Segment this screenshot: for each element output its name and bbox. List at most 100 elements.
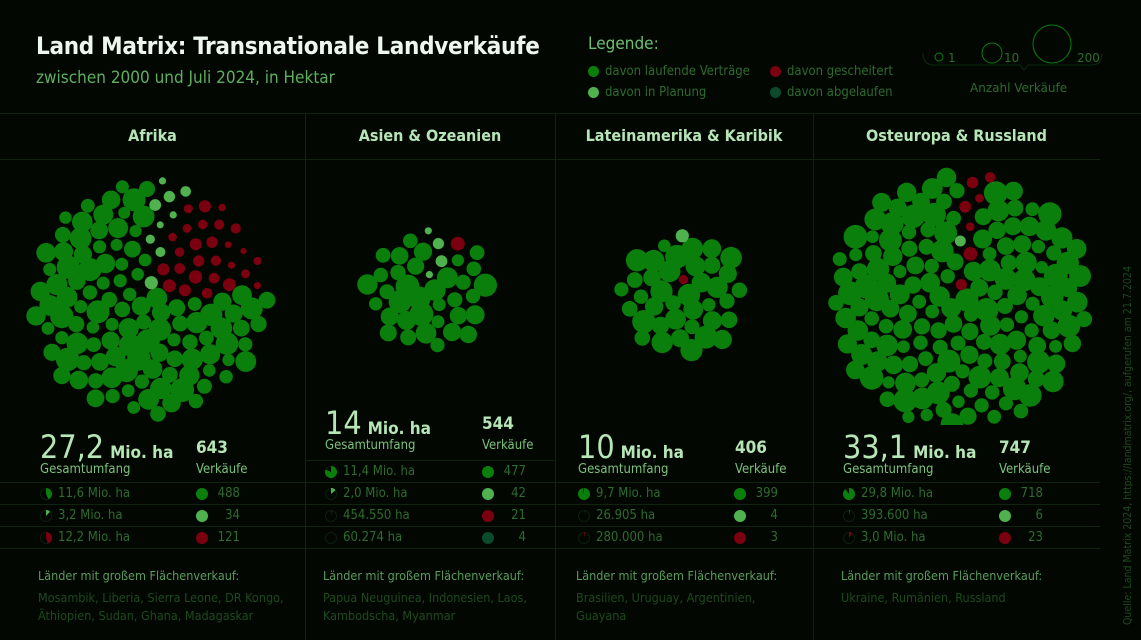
bubble	[936, 193, 952, 210]
bubble	[934, 221, 958, 245]
bubble	[702, 298, 716, 312]
bubble	[142, 359, 163, 379]
bubble	[866, 230, 879, 243]
bubble	[451, 254, 464, 267]
bubble	[82, 285, 98, 300]
bubble	[974, 398, 989, 413]
bubble	[101, 367, 123, 388]
bubble	[843, 224, 868, 249]
bubble	[1027, 370, 1045, 388]
bubble	[925, 304, 940, 319]
bubble	[959, 200, 972, 213]
category-dot-icon	[196, 487, 208, 500]
bubble	[196, 378, 212, 394]
bubble	[55, 347, 80, 372]
bubble	[373, 267, 388, 283]
area-share-pie-icon	[578, 487, 590, 500]
bubble	[864, 208, 887, 231]
area-share-pie-icon	[578, 531, 590, 544]
bubble	[959, 407, 977, 425]
bubble	[379, 324, 397, 342]
bubble	[189, 238, 202, 251]
bubble	[450, 236, 465, 251]
total-label: Gesamtumfang	[325, 438, 416, 453]
bubble	[465, 305, 485, 325]
bubble	[1049, 340, 1062, 353]
bubble	[88, 373, 104, 389]
category-row: 60.274 ha 4	[325, 530, 535, 545]
bubble	[1025, 296, 1040, 311]
region-title: Lateinamerika & Karibik	[585, 126, 783, 145]
deal-label: Verkäufe	[482, 438, 534, 453]
bubble	[169, 211, 177, 219]
bubble	[1028, 336, 1047, 355]
area-share-pie-icon	[325, 531, 337, 544]
bubble	[436, 267, 458, 289]
bubble	[1013, 349, 1027, 363]
bubble	[983, 181, 1008, 205]
area-share-pie-icon	[843, 509, 855, 522]
bubble	[980, 315, 1001, 336]
header-divider	[0, 113, 1141, 114]
category-count: 399	[755, 486, 778, 501]
region-stats: 14 Mio. ha Gesamtumfang 544 Verkäufe	[325, 404, 535, 453]
bubble	[1076, 311, 1093, 328]
bubble	[920, 408, 933, 422]
bubble	[210, 255, 222, 266]
total-area: 14	[325, 404, 362, 442]
bubble	[895, 372, 916, 394]
bubble	[975, 193, 984, 203]
bubble	[720, 246, 742, 269]
bubble	[115, 180, 129, 194]
bubble	[115, 257, 129, 271]
bubble	[963, 247, 978, 261]
bubble	[201, 288, 213, 299]
bubble	[157, 263, 170, 276]
bubble	[397, 311, 416, 330]
bubble	[180, 186, 191, 197]
bubble	[922, 202, 946, 227]
bubble	[59, 211, 72, 224]
area-share-pie-icon	[40, 487, 52, 500]
total-unit: Mio. ha	[110, 443, 174, 463]
category-dot-icon	[999, 509, 1011, 522]
total-unit: Mio. ha	[367, 419, 431, 439]
bubble	[963, 383, 978, 398]
bubble	[665, 308, 686, 330]
bubble	[720, 311, 738, 329]
scale-bracket	[922, 52, 1103, 71]
bubble	[213, 292, 232, 311]
bubble	[131, 268, 144, 281]
bubble	[954, 235, 966, 247]
bubble	[901, 225, 917, 240]
legend-item-planning: davon in Planung	[588, 85, 770, 100]
bubble	[357, 274, 378, 295]
category-row: 11,4 Mio. ha 477	[325, 464, 535, 479]
bubble	[46, 274, 68, 296]
bubble	[69, 370, 89, 390]
bubble	[1069, 265, 1091, 287]
category-dot-icon	[482, 487, 494, 500]
bubble	[241, 269, 250, 279]
bubble	[188, 393, 204, 409]
category-area: 29,8 Mio. ha	[861, 486, 934, 501]
area-share-pie-icon	[40, 531, 52, 544]
deal-label: Verkäufe	[999, 462, 1051, 477]
bubble	[1000, 254, 1018, 272]
legend-item-failed: davon gescheitert	[770, 64, 930, 79]
bubble	[403, 233, 418, 249]
category-row: 9,7 Mio. ha 399	[578, 486, 796, 501]
row-divider	[555, 504, 813, 505]
bubble	[158, 177, 167, 185]
bubble	[168, 299, 186, 317]
bubble	[72, 211, 93, 233]
bubble	[199, 330, 214, 346]
bubble	[473, 273, 497, 297]
failed-dot-icon	[770, 66, 781, 77]
area-share-pie-icon	[325, 487, 337, 500]
bubble	[987, 409, 1002, 424]
bubble	[864, 311, 879, 326]
countries-list: Ukraine, Rumänien, Russland	[841, 590, 1006, 605]
bubble	[970, 278, 989, 297]
bubble	[1035, 261, 1048, 274]
